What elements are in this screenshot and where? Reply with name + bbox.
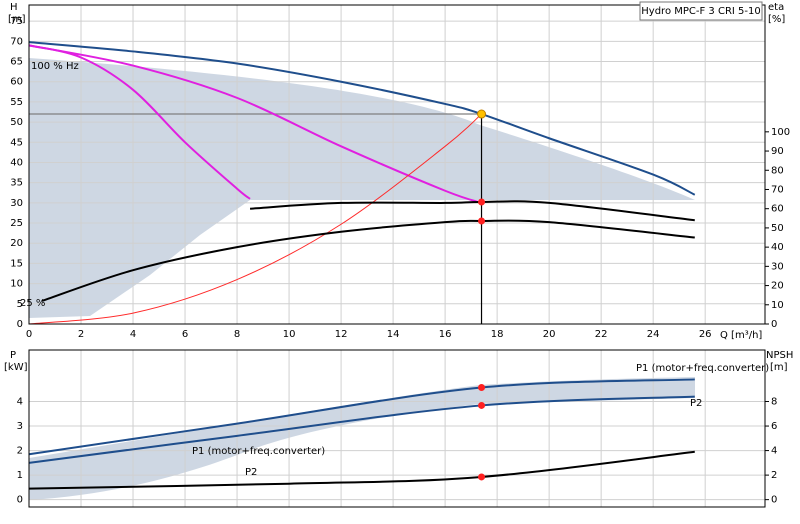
series-line bbox=[249, 200, 695, 222]
duty-marker bbox=[478, 473, 486, 481]
bottom-frame bbox=[28, 349, 766, 508]
annotation: 100 % Hz bbox=[31, 61, 79, 72]
x-tick-label: 24 bbox=[647, 329, 660, 340]
y2-tick-label: 90 bbox=[771, 146, 784, 157]
y-axis-title: H bbox=[10, 2, 18, 13]
series-line bbox=[28, 450, 695, 490]
y-tick-label: 35 bbox=[10, 178, 23, 189]
y-tick-label: 25 bbox=[10, 218, 23, 229]
legend-label: P2 bbox=[245, 467, 257, 478]
x-tick-label: 0 bbox=[26, 329, 32, 340]
legend-label: P1 (motor+freq.converter) bbox=[636, 363, 769, 374]
y-tick-label: 65 bbox=[10, 57, 23, 68]
duty-marker bbox=[478, 384, 486, 392]
duty-point bbox=[477, 109, 487, 119]
y-tick-label: 55 bbox=[10, 97, 23, 108]
y-tick-label: 1 bbox=[17, 470, 23, 481]
y2-tick-label: 50 bbox=[771, 223, 784, 234]
annotation: 25 % bbox=[20, 298, 45, 309]
y2-axis-title: eta bbox=[768, 2, 784, 13]
series-line bbox=[28, 378, 695, 456]
y2-tick-label: 40 bbox=[771, 242, 784, 253]
x-tick-label: 16 bbox=[439, 329, 452, 340]
y-tick-label: 40 bbox=[10, 157, 23, 168]
y-tick-label: 20 bbox=[10, 238, 23, 249]
y-tick-label: 30 bbox=[10, 198, 23, 209]
y2-tick-label: 80 bbox=[771, 165, 784, 176]
y2-axis-unit: [m] bbox=[770, 362, 788, 373]
y2-tick-label: 10 bbox=[771, 300, 784, 311]
x-tick-label: 10 bbox=[283, 329, 296, 340]
duty-marker bbox=[478, 217, 486, 225]
y2-tick-label: 2 bbox=[771, 470, 777, 481]
y-tick-label: 3 bbox=[17, 421, 23, 432]
series-line bbox=[28, 113, 482, 325]
x-tick-label: 20 bbox=[543, 329, 556, 340]
y2-tick-label: 0 bbox=[771, 319, 777, 330]
y2-tick-label: 70 bbox=[771, 184, 784, 195]
y-tick-label: 0 bbox=[17, 495, 23, 506]
y-tick-label: 4 bbox=[17, 397, 23, 408]
x-tick-label: 6 bbox=[182, 329, 188, 340]
y-tick-label: 45 bbox=[10, 137, 23, 148]
title-box bbox=[639, 1, 763, 21]
x-tick-label: 12 bbox=[335, 329, 348, 340]
top-frame bbox=[28, 4, 766, 325]
y-axis-unit: [m] bbox=[8, 14, 26, 25]
y-tick-label: 75 bbox=[10, 16, 23, 27]
plots bbox=[28, 5, 769, 507]
y2-tick-label: 30 bbox=[771, 261, 784, 272]
y2-tick-label: 8 bbox=[771, 397, 777, 408]
y2-tick-label: 60 bbox=[771, 204, 784, 215]
power-range bbox=[29, 377, 695, 500]
y-tick-label: 5 bbox=[17, 299, 23, 310]
series-line bbox=[28, 41, 696, 196]
y-tick-label: 0 bbox=[17, 319, 23, 330]
y2-tick-label: 4 bbox=[771, 446, 777, 457]
x-tick-label: 26 bbox=[699, 329, 712, 340]
y-tick-label: 50 bbox=[10, 117, 23, 128]
x-tick-label: 22 bbox=[595, 329, 608, 340]
y2-tick-label: 20 bbox=[771, 281, 784, 292]
y-tick-label: 60 bbox=[10, 77, 23, 88]
y-axis-unit: [kW] bbox=[4, 362, 28, 373]
x-tick-label: 2 bbox=[78, 329, 84, 340]
x-axis-title: Q [m³/h] bbox=[720, 330, 762, 341]
legend-label: P1 (motor+freq.converter) bbox=[192, 446, 325, 457]
series-line bbox=[28, 44, 251, 200]
chart-title: Hydro MPC-F 3 CRI 5-10 bbox=[641, 6, 760, 17]
series-line bbox=[41, 219, 695, 302]
y2-tick-label: 100 bbox=[771, 127, 790, 138]
operating-range bbox=[29, 58, 695, 318]
y-axis-title: P bbox=[10, 350, 16, 361]
legend-label: P2 bbox=[690, 398, 702, 409]
y2-axis-unit: [%] bbox=[768, 14, 785, 25]
series-line bbox=[28, 395, 695, 464]
duty-marker bbox=[478, 401, 486, 409]
y-tick-label: 10 bbox=[10, 279, 23, 290]
x-tick-label: 8 bbox=[234, 329, 240, 340]
x-tick-label: 18 bbox=[491, 329, 504, 340]
series-line bbox=[28, 44, 482, 204]
y-tick-label: 15 bbox=[10, 258, 23, 269]
x-tick-label: 4 bbox=[130, 329, 136, 340]
x-tick-label: 14 bbox=[387, 329, 400, 340]
y2-tick-label: 0 bbox=[771, 495, 777, 506]
duty-marker bbox=[478, 198, 486, 206]
y-tick-label: 2 bbox=[17, 446, 23, 457]
y2-axis-title: NPSH bbox=[766, 350, 793, 361]
y-tick-label: 70 bbox=[10, 36, 23, 47]
y2-tick-label: 6 bbox=[771, 421, 777, 432]
